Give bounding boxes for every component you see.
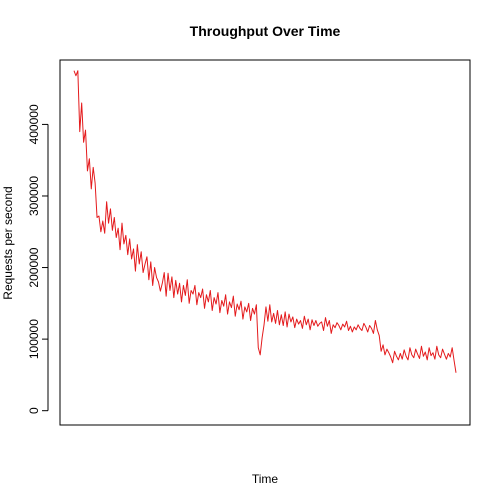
y-tick-label: 300000 — [27, 176, 41, 216]
y-axis: 0 100000 200000 300000 400000 — [27, 104, 49, 414]
y-tick-label: 400000 — [27, 104, 41, 144]
y-tick-label: 200000 — [27, 247, 41, 287]
series-group — [73, 70, 457, 373]
chart-title: Throughput Over Time — [190, 23, 341, 39]
plot-frame — [59, 59, 471, 426]
y-axis-label: Requests per second — [1, 186, 15, 299]
y-tick-label: 0 — [27, 407, 41, 414]
series-line-0 — [73, 70, 457, 373]
x-axis-label: Time — [252, 472, 279, 486]
y-tick-label: 100000 — [27, 319, 41, 359]
